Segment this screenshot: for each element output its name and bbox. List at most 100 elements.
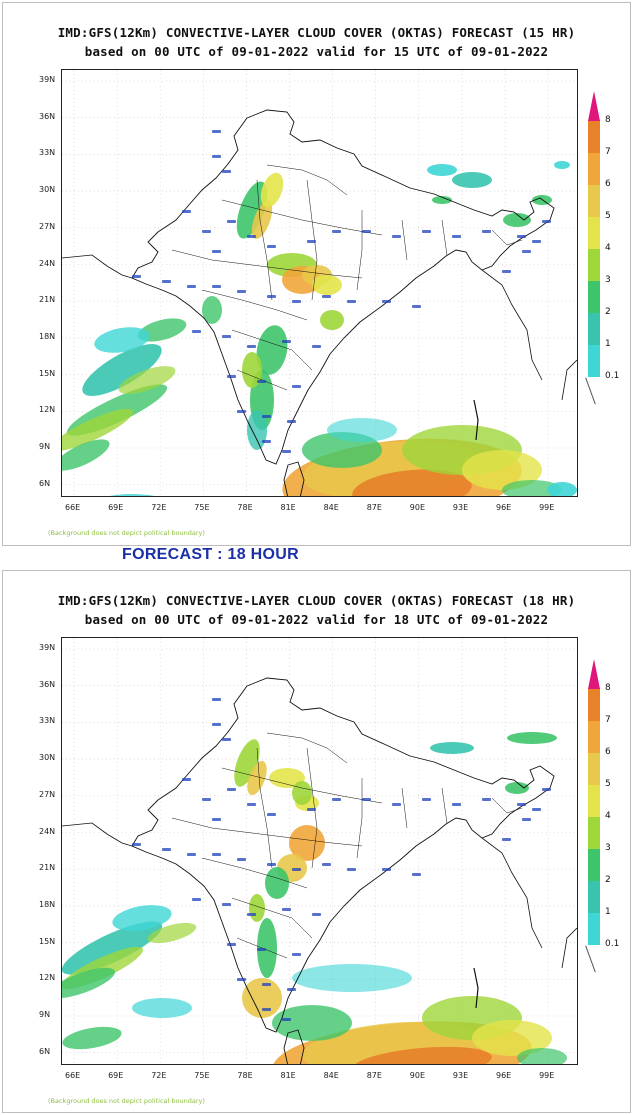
cloud-cover-patch <box>236 181 268 239</box>
cloud-cover-patch <box>517 1048 567 1064</box>
station-label-mark <box>132 843 141 846</box>
station-label-mark <box>282 450 291 453</box>
station-label-mark <box>532 808 541 811</box>
station-label-mark <box>187 853 196 856</box>
station-label-mark <box>212 723 221 726</box>
legend-label: 1 <box>605 907 611 917</box>
legend-label: 5 <box>605 779 611 789</box>
state-boundary <box>171 817 363 847</box>
lat-tick-label: 12N <box>39 973 56 983</box>
lon-tick-label: 99E <box>539 1071 555 1080</box>
lat-tick-label: 33N <box>39 148 56 158</box>
lon-tick-label: 75E <box>194 1071 210 1080</box>
station-label-mark <box>212 853 221 856</box>
cloud-cover-patch <box>247 760 267 796</box>
station-label-mark <box>322 863 331 866</box>
cloud-cover-patch <box>202 296 222 324</box>
station-label-mark <box>382 300 391 303</box>
country-outline <box>131 109 555 465</box>
lat-tick-label: 15N <box>39 936 56 946</box>
station-label-mark <box>192 898 201 901</box>
cloud-cover-patch <box>94 327 150 353</box>
lon-tick-label: 75E <box>194 503 210 512</box>
station-markers <box>132 698 551 1021</box>
station-label-mark <box>237 290 246 293</box>
cloud-cover-patch <box>432 196 452 204</box>
cloud-cover-patch <box>462 450 542 490</box>
legend-label: 4 <box>605 243 611 253</box>
lon-tick-label: 84E <box>323 1071 339 1080</box>
cloud-cover-patch <box>118 366 176 394</box>
map-footnote: (Background does not depict political bo… <box>48 529 205 537</box>
lat-tick-label: 21N <box>39 863 56 873</box>
lat-tick-label: 30N <box>39 753 56 763</box>
lat-tick-label: 39N <box>39 75 56 84</box>
legend-label: 0.1 <box>605 371 620 381</box>
station-label-mark <box>247 345 256 348</box>
station-label-mark <box>262 415 271 418</box>
legend-color-swatch <box>588 689 600 721</box>
panel-subtitle: based on 00 UTC of 09-01-2022 valid for … <box>84 44 549 59</box>
lon-tick-label: 90E <box>409 503 426 512</box>
coastline <box>62 254 133 279</box>
legend-tail <box>585 377 596 405</box>
cloud-cover-patch <box>265 867 289 899</box>
state-boundary <box>201 857 308 889</box>
cloud-cover-patch <box>327 418 397 442</box>
legend-color-swatch <box>588 881 600 913</box>
lon-tick-label: 90E <box>409 1071 426 1080</box>
station-label-mark <box>212 698 221 701</box>
country-outline <box>131 677 555 1033</box>
lat-tick-label: 15N <box>39 368 56 378</box>
lat-tick-label: 6N <box>39 478 51 488</box>
lon-tick-label: 96E <box>496 1071 512 1080</box>
station-label-mark <box>522 818 531 821</box>
station-label-mark <box>452 235 461 238</box>
station-label-mark <box>212 285 221 288</box>
cloud-cover-patch <box>62 1026 122 1050</box>
legend-label: 3 <box>605 275 611 285</box>
station-label-mark <box>287 988 296 991</box>
station-label-mark <box>412 305 421 308</box>
station-label-mark <box>212 130 221 133</box>
legend-label: 8 <box>605 115 611 125</box>
station-label-mark <box>282 340 291 343</box>
station-label-mark <box>257 380 266 383</box>
legend-color-swatch <box>588 785 600 817</box>
cloud-cover-patch <box>242 978 282 1018</box>
island-outline <box>283 461 305 496</box>
lon-tick-label: 78E <box>237 503 253 512</box>
cloud-cover-patch <box>472 1020 552 1056</box>
cloud-cover-layer <box>62 732 567 1064</box>
station-label-mark <box>227 220 236 223</box>
forecast-panel-15hr: IMD:GFS(12Km) CONVECTIVE-LAYER CLOUD COV… <box>2 2 631 546</box>
state-boundary <box>491 229 523 246</box>
cloud-cover-patch <box>502 480 562 496</box>
station-label-mark <box>212 818 221 821</box>
forecast-map <box>61 637 578 1065</box>
lat-tick-label: 33N <box>39 716 56 726</box>
lon-tick-label: 72E <box>151 503 167 512</box>
station-label-mark <box>392 803 401 806</box>
state-boundary <box>231 329 313 371</box>
lon-tick-label: 72E <box>151 1071 167 1080</box>
legend-label: 5 <box>605 211 611 221</box>
cloud-cover-patch <box>427 164 457 176</box>
cloud-cover-patch <box>247 410 267 450</box>
cloud-cover-patch <box>257 918 277 978</box>
lat-tick-label: 21N <box>39 295 56 305</box>
station-label-mark <box>202 798 211 801</box>
color-legend: 8 7 6 5 4 3 2 1 0.1 <box>585 91 628 411</box>
station-label-mark <box>532 240 541 243</box>
state-boundary <box>356 778 363 859</box>
state-boundary <box>256 747 273 869</box>
cloud-cover-patch <box>503 213 531 227</box>
legend-color-swatch <box>588 753 600 785</box>
lon-tick-label: 93E <box>452 503 469 512</box>
cloud-cover-patch <box>251 201 273 239</box>
station-label-mark <box>332 230 341 233</box>
lon-tick-label: 81E <box>280 503 296 512</box>
station-label-mark <box>262 983 271 986</box>
station-label-mark <box>267 813 276 816</box>
station-label-mark <box>237 978 246 981</box>
